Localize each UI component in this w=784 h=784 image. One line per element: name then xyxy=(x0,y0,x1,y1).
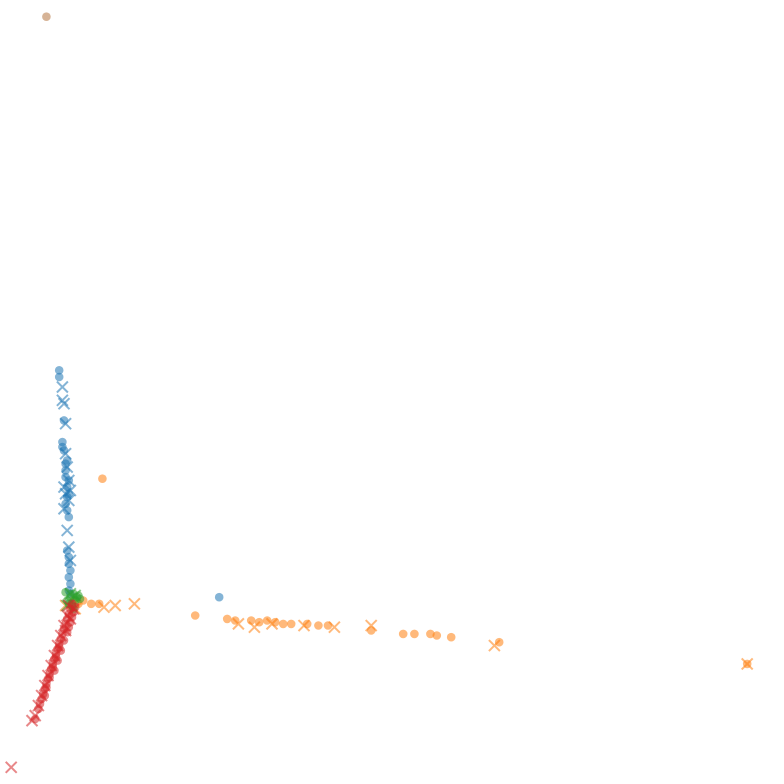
point-cross-s3-14 xyxy=(64,612,77,626)
point-cross-s0-9 xyxy=(59,487,72,500)
point-cross-s3-16 xyxy=(4,761,18,774)
point-cross-s0-12 xyxy=(60,524,74,537)
series-3 xyxy=(4,599,80,774)
point-circle-s1-5 xyxy=(94,599,104,609)
point-circle-s1-11 xyxy=(262,616,272,625)
point-circle-s1-22 xyxy=(432,631,442,640)
point-cross-s1-9 xyxy=(328,620,341,634)
point-cross-s3-7 xyxy=(41,669,55,682)
point-cross-s1-5 xyxy=(232,617,245,631)
point-cross-s0-10 xyxy=(62,494,76,507)
point-circle-s1-19 xyxy=(398,629,408,639)
point-cross-s3-4 xyxy=(51,639,64,652)
point-circle-s0-22 xyxy=(214,592,224,602)
point-cross-s0-5 xyxy=(60,460,74,474)
point-cross-s0-0 xyxy=(56,380,69,394)
point-cross-s3-15 xyxy=(59,624,72,637)
point-cross-s0-2 xyxy=(57,397,71,410)
point-cross-s0-4 xyxy=(59,447,72,460)
point-cross-s3-12 xyxy=(25,714,39,727)
point-cross-s1-2 xyxy=(108,599,122,612)
point-cross-s1-7 xyxy=(265,617,279,631)
point-cross-s1-12 xyxy=(740,657,754,671)
point-circle-s1-0 xyxy=(98,474,107,484)
point-cross-s3-10 xyxy=(32,699,45,712)
series-0 xyxy=(54,366,224,602)
point-cross-s3-5 xyxy=(48,649,61,662)
point-cross-s3-13 xyxy=(67,602,80,616)
point-circle-s1-14 xyxy=(286,619,296,629)
series-4 xyxy=(42,12,51,21)
point-cross-s1-11 xyxy=(488,639,501,652)
point-cross-s1-6 xyxy=(248,620,261,634)
point-circle-s1-16 xyxy=(314,621,323,630)
point-circle-s4-0 xyxy=(42,12,51,21)
point-circle-s0-18 xyxy=(64,572,74,582)
point-circle-s0-19 xyxy=(66,579,75,589)
point-cross-s1-3 xyxy=(128,597,141,611)
point-circle-s1-4 xyxy=(86,599,96,609)
point-cross-s1-10 xyxy=(364,619,378,632)
point-circle-s0-1 xyxy=(54,372,64,382)
point-circle-s0-17 xyxy=(66,566,75,575)
point-circle-s1-13 xyxy=(278,619,288,629)
chart-marks xyxy=(4,12,754,774)
point-circle-s1-24 xyxy=(494,637,504,647)
point-circle-s1-20 xyxy=(410,629,419,639)
point-circle-s1-6 xyxy=(190,611,200,620)
point-cross-s1-8 xyxy=(297,619,311,632)
point-cross-s0-1 xyxy=(56,394,69,407)
point-cross-s0-6 xyxy=(62,474,76,487)
point-cross-s0-11 xyxy=(57,502,71,515)
point-circle-s0-0 xyxy=(54,366,64,375)
point-cross-s2-1 xyxy=(68,589,82,602)
point-cross-s0-14 xyxy=(64,554,77,567)
point-circle-s1-7 xyxy=(222,614,232,624)
point-circle-s1-23 xyxy=(446,632,456,642)
point-circle-s2-10 xyxy=(75,594,85,604)
point-cross-s1-1 xyxy=(97,600,111,614)
point-cross-s0-13 xyxy=(62,540,76,554)
point-cross-s0-3 xyxy=(59,417,72,430)
point-cross-s3-8 xyxy=(38,679,52,692)
point-cross-s3-9 xyxy=(35,689,48,702)
point-circle-s0-13 xyxy=(64,512,74,522)
series-1 xyxy=(59,474,754,671)
point-cross-s3-6 xyxy=(44,659,58,672)
